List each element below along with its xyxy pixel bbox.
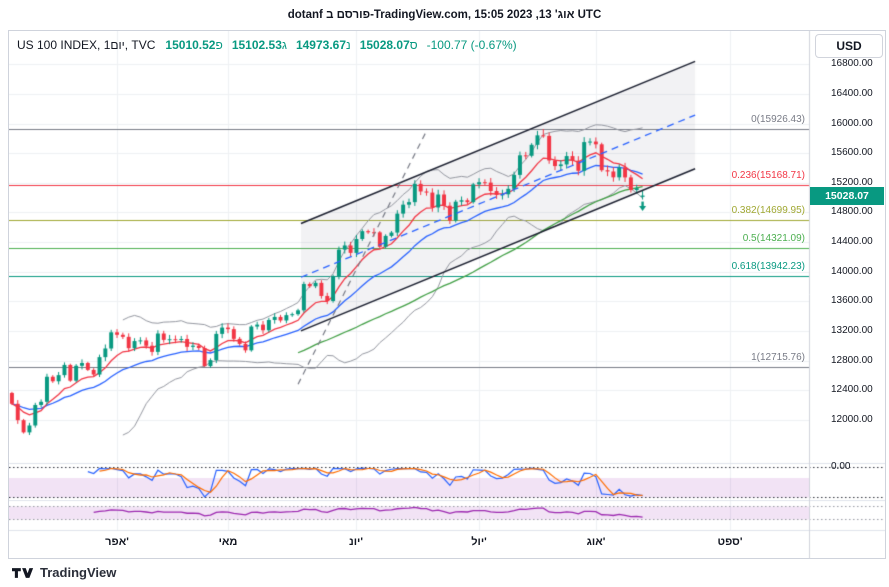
ohlc-values: פ15010.52 ג15102.53 נ14973.67 ס15028.07 … <box>165 38 516 52</box>
open-value-group: פ15010.52 <box>165 38 223 52</box>
tradingview-logo-icon <box>12 567 34 578</box>
close-value: 15028.07 <box>359 38 410 52</box>
open-value: 15010.52 <box>165 38 216 52</box>
publish-info-text: dotanf פורסם ב-TradingView.com, אוג' 13,… <box>287 9 602 21</box>
open-label: פ <box>215 38 223 52</box>
footer-bar: TradingView <box>0 559 889 587</box>
low-value: 14973.67 <box>295 38 347 52</box>
symbol-legend[interactable]: US 100 INDEX, 1יום, TVC פ15010.52 ג15102… <box>17 38 517 52</box>
tradingview-logo-link[interactable]: TradingView <box>12 565 116 580</box>
indicator-zero-label: 0.00 <box>831 461 851 472</box>
publish-header: dotanf פורסם ב-TradingView.com, אוג' 13,… <box>0 0 889 30</box>
last-price-badge: 15028.07 <box>810 187 884 205</box>
tradingview-brand-text: TradingView <box>40 565 117 580</box>
high-value: 15102.53 <box>231 38 282 52</box>
symbol-title: US 100 INDEX, 1יום, TVC <box>17 38 156 52</box>
high-value-group: ג15102.53 <box>232 38 288 52</box>
currency-button[interactable]: USD <box>815 34 883 58</box>
chart-frame: 16800.00 16400.00 16000.00 15600.00 15200.00… <box>8 30 886 559</box>
low-value-group: נ14973.67 <box>296 38 352 52</box>
close-value-group: ס15028.07 <box>360 38 419 52</box>
low-label: נ <box>346 38 351 52</box>
high-label: ג <box>281 38 287 52</box>
change-value: -100.77 (-0.67%) <box>426 38 517 52</box>
chart-canvas[interactable] <box>9 31 885 558</box>
close-label: ס <box>409 38 418 52</box>
